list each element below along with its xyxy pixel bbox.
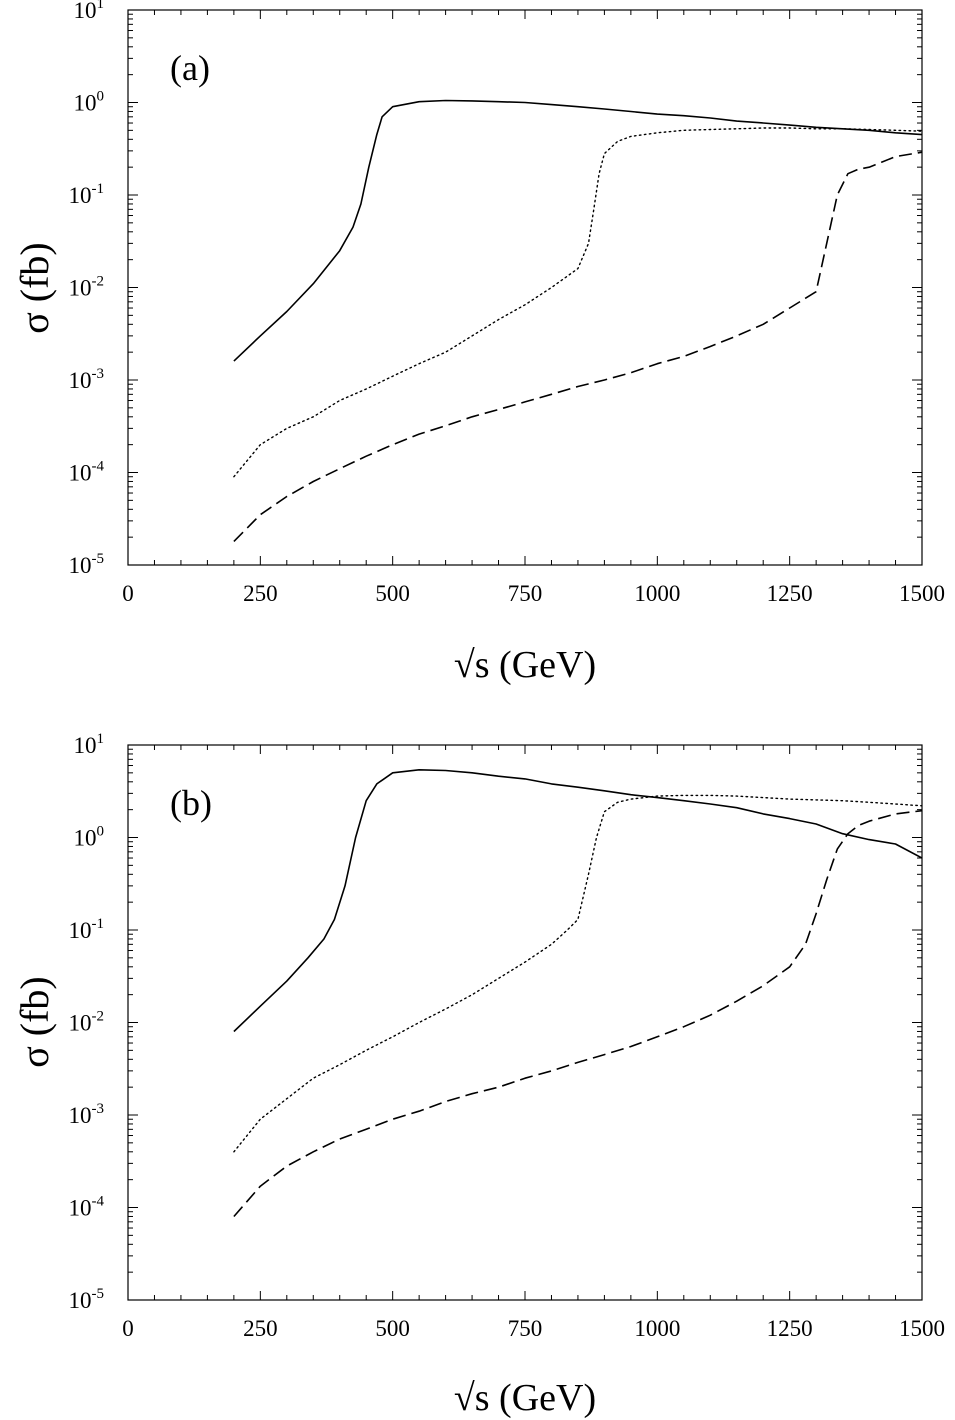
y-tick-label: 100 (74, 824, 105, 851)
y-tick-label: 101 (74, 731, 105, 758)
x-tick-label: 500 (375, 581, 410, 606)
series-line-dashed (233, 151, 922, 542)
x-tick-label: 1250 (767, 581, 813, 606)
y-tick-label: 10-5 (69, 1286, 105, 1313)
x-tick-label: 0 (122, 581, 134, 606)
series-line-dashed (233, 809, 922, 1218)
x-tick-label: 0 (122, 1316, 134, 1341)
series-line-solid (233, 99, 922, 362)
y-tick-label: 10-4 (69, 459, 105, 486)
x-tick-label: 1250 (767, 1316, 813, 1341)
x-tick-label: 1000 (634, 1316, 680, 1341)
y-tick-label: 10-2 (69, 1009, 105, 1036)
x-tick-label: 750 (508, 581, 543, 606)
series-line-dotted (233, 794, 922, 1153)
y-tick-label: 10-1 (69, 181, 105, 208)
y-tick-label: 10-5 (69, 551, 105, 578)
plot-frame (127, 744, 923, 1301)
x-tick-label: 500 (375, 1316, 410, 1341)
y-tick-label: 10-3 (69, 1101, 105, 1128)
y-tick-label: 101 (74, 0, 105, 23)
plot-frame (127, 9, 923, 566)
y-tick-label: 10-4 (69, 1194, 105, 1221)
x-tick-label: 250 (243, 581, 278, 606)
y-axis-title: σ (fb) (12, 976, 57, 1068)
y-axis-title: σ (fb) (12, 242, 57, 334)
x-tick-label: 250 (243, 1316, 278, 1341)
chart-panel-1: 0 250 500 750 1000 1250 1500 10-5 10-4 10-3 10-2 10… (12, 0, 945, 686)
panel-label: (b) (170, 783, 212, 823)
y-tick-label: 10-2 (69, 274, 105, 301)
y-tick-label: 10-3 (69, 366, 105, 393)
y-tick-label: 100 (74, 89, 105, 116)
x-tick-label: 1500 (899, 1316, 945, 1341)
series-line-dotted (233, 127, 922, 478)
x-tick-label: 1500 (899, 581, 945, 606)
x-tick-label: 750 (508, 1316, 543, 1341)
chart-panel-2: 0 250 500 750 1000 1250 1500 10-5 10-4 10-3 10-2 10… (12, 731, 945, 1419)
panel-label: (a) (170, 48, 210, 88)
x-tick-label: 1000 (634, 581, 680, 606)
x-axis-title: √s (GeV) (454, 644, 596, 686)
x-axis-title: √s (GeV) (454, 1377, 596, 1419)
y-tick-label: 10-1 (69, 916, 105, 943)
series-line-solid (233, 769, 922, 1033)
